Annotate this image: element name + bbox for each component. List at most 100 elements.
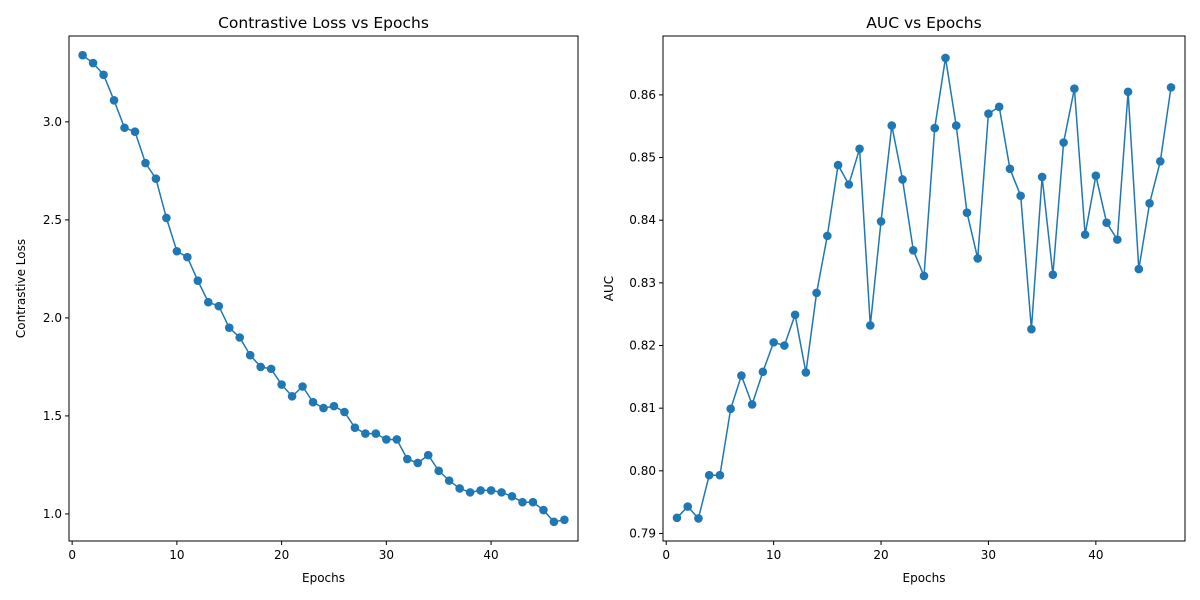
auc-chart-axes-frame (662, 35, 1186, 542)
auc-chart-data-point (951, 121, 961, 130)
loss-chart-xtick-label: 20 (274, 548, 289, 562)
auc-chart-series-line (676, 57, 1172, 520)
loss-chart-data-point (141, 158, 150, 168)
auc-chart-ytick-label: 0.83 (629, 276, 656, 290)
auc-chart-data-point (941, 53, 950, 63)
auc-chart-data-point (876, 217, 886, 226)
loss-chart-xtick-label: 40 (483, 548, 498, 562)
loss-chart-data-point (214, 301, 224, 311)
auc-chart-data-point (823, 231, 832, 241)
auc-chart-data-point (984, 109, 993, 118)
loss-chart-data-point (162, 213, 171, 223)
loss-chart-data-point (413, 458, 423, 468)
loss-chart-ytick-label: 2.0 (43, 311, 62, 325)
loss-chart-xtick-label: 0 (68, 548, 76, 562)
loss-chart-data-point (476, 486, 485, 495)
auc-chart-xtick-label: 30 (981, 548, 996, 562)
loss-chart-data-point (434, 466, 444, 476)
loss-chart-data-point (329, 401, 339, 411)
auc-chart-ytick-label: 0.85 (629, 151, 656, 165)
loss-chart-data-point (392, 435, 402, 444)
loss-chart-data-point (183, 252, 192, 262)
auc-chart-data-point (898, 175, 907, 184)
auc-chart-ylabel: AUC (602, 276, 616, 301)
loss-chart-data-point (507, 492, 517, 501)
loss-chart-data-point (361, 429, 370, 438)
auc-chart-ytick-label: 0.81 (629, 401, 656, 415)
loss-chart-axes-frame (68, 35, 579, 542)
auc-chart-data-point (844, 180, 854, 189)
auc-chart-data-point (726, 404, 735, 414)
loss-chart-ylabel: Contrastive Loss (14, 239, 28, 338)
loss-chart-title: Contrastive Loss vs Epochs (218, 14, 429, 32)
loss-chart-ytick-label: 3.0 (43, 115, 62, 129)
auc-chart-data-point (1080, 230, 1090, 239)
auc-chart-data-point (1037, 172, 1047, 182)
loss-chart-data-point (78, 50, 87, 60)
auc-chart-data-point (1145, 198, 1154, 208)
auc-chart-data-point (1155, 157, 1165, 166)
auc-chart-data-point (1070, 84, 1079, 93)
auc-chart-data-point (1005, 164, 1015, 174)
auc-chart-data-point (769, 338, 778, 347)
loss-chart-data-point (319, 403, 328, 413)
loss-chart-data-point (193, 276, 203, 285)
auc-chart-data-point (994, 102, 1004, 112)
loss-chart-series-line (82, 54, 565, 523)
auc-chart-data-point (715, 470, 725, 480)
auc-chart-data-point (1091, 171, 1101, 181)
loss-chart-data-point (539, 505, 548, 515)
loss-chart-data-point (203, 297, 213, 307)
auc-chart-xtick-label: 0 (662, 548, 670, 562)
loss-chart-data-point (88, 58, 98, 68)
loss-chart-data-point (340, 407, 349, 417)
loss-chart-data-point (109, 96, 119, 105)
auc-chart-ytick-label: 0.82 (629, 339, 656, 353)
auc-chart-data-point (1123, 87, 1133, 97)
auc-chart-data-point (780, 341, 789, 350)
loss-chart-data-point (99, 70, 108, 80)
auc-chart-data-point (930, 123, 940, 133)
loss-chart-data-point (444, 476, 454, 485)
auc-chart-data-point (855, 144, 864, 154)
loss-chart-data-point (528, 497, 538, 507)
loss-chart-data-point (486, 486, 496, 495)
loss-chart-data-point (151, 174, 161, 184)
auc-chart-data-point (1113, 235, 1122, 244)
auc-chart-data-point (833, 160, 843, 170)
loss-chart-data-point (465, 488, 475, 497)
auc-chart-xtick-label: 40 (1088, 548, 1103, 562)
loss-chart-data-point (120, 123, 129, 133)
auc-chart-data-point (887, 121, 897, 130)
auc-chart-data-point (1059, 138, 1068, 147)
loss-chart-data-point (256, 362, 265, 372)
loss-chart-data-point (287, 392, 297, 401)
loss-chart-data-point (382, 435, 391, 444)
auc-chart-ytick-label: 0.80 (629, 464, 656, 478)
loss-chart-data-point (423, 450, 433, 460)
auc-chart-data-point (683, 502, 693, 511)
auc-chart-data-point (908, 245, 918, 255)
auc-chart-data-point (973, 254, 983, 263)
auc-chart-data-point (758, 367, 768, 377)
auc-chart-data-point (1048, 270, 1058, 280)
loss-chart-data-point (371, 429, 381, 438)
auc-chart-data-point (962, 208, 972, 217)
loss-chart-data-point (224, 323, 234, 333)
loss-chart-data-point (308, 397, 318, 407)
auc-chart-xtick-label: 10 (766, 548, 781, 562)
loss-chart-xtick-label: 30 (379, 548, 394, 562)
auc-chart-data-point (672, 513, 682, 523)
loss-chart-ytick-label: 2.5 (43, 213, 62, 227)
auc-chart: AUC vs Epochs Epochs AUC 0 10 20 30 40 0.79 0.… (602, 14, 1186, 585)
loss-chart-data-point (497, 488, 506, 497)
loss-chart-data-point (172, 246, 182, 256)
loss-chart-data-point (245, 350, 255, 360)
loss-chart-data-point (298, 382, 307, 391)
auc-chart-data-point (1016, 191, 1025, 201)
auc-chart-xlabel: Epochs (903, 571, 946, 585)
loss-chart-data-point (350, 423, 360, 432)
loss-chart-data-point (235, 333, 245, 342)
auc-chart-ytick-label: 0.79 (629, 526, 656, 540)
